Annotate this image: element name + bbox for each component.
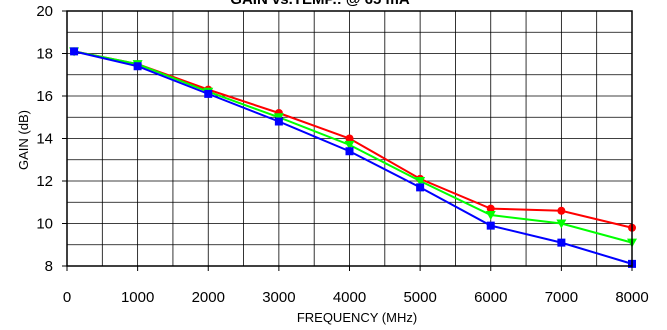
y-axis-label: GAIN (dB) [16, 110, 31, 170]
data-point [133, 62, 142, 71]
series-3 [70, 47, 636, 268]
data-point [556, 219, 567, 229]
x-tick-label: 7000 [545, 289, 578, 306]
y-tick-label: 10 [36, 216, 53, 233]
data-point [345, 147, 354, 156]
data-point [204, 89, 213, 98]
data-point [415, 177, 426, 186]
data-point [70, 47, 79, 56]
data-point [274, 117, 283, 126]
series-layer [69, 47, 637, 268]
data-point [485, 211, 496, 220]
y-tick-label: 16 [36, 88, 53, 105]
data-point [486, 221, 495, 230]
data-point [416, 183, 425, 192]
x-tick-labels: 0 1000 2000 3000 4000 5000 6000 7000 8000 [63, 266, 649, 306]
x-tick-label: 1000 [121, 289, 154, 306]
x-axis-label: FREQUENCY (MHz) [297, 310, 417, 325]
y-tick-label: 12 [36, 173, 53, 190]
data-point [557, 238, 566, 247]
y-tick-label: 18 [36, 46, 53, 63]
x-tick-label: 6000 [474, 289, 507, 306]
y-tick-labels: 8 10 12 14 16 18 20 [36, 3, 67, 275]
x-tick-label: 3000 [262, 289, 295, 306]
y-tick-label: 20 [36, 3, 53, 20]
x-tick-label: 8000 [615, 289, 648, 306]
y-tick-label: 14 [36, 131, 53, 148]
series-line [73, 50, 633, 244]
data-point [486, 204, 495, 213]
data-point [557, 206, 566, 215]
chart-title: GAIN vs.TEMP.: @ 65 mA [230, 0, 410, 8]
x-tick-label: 5000 [403, 289, 436, 306]
y-tick-label: 8 [45, 258, 53, 275]
data-point [344, 140, 355, 150]
x-tick-label: 2000 [192, 289, 225, 306]
data-point [345, 134, 354, 143]
x-tick-label: 0 [63, 289, 71, 306]
series-line [73, 50, 633, 265]
x-tick-label: 4000 [333, 289, 366, 306]
